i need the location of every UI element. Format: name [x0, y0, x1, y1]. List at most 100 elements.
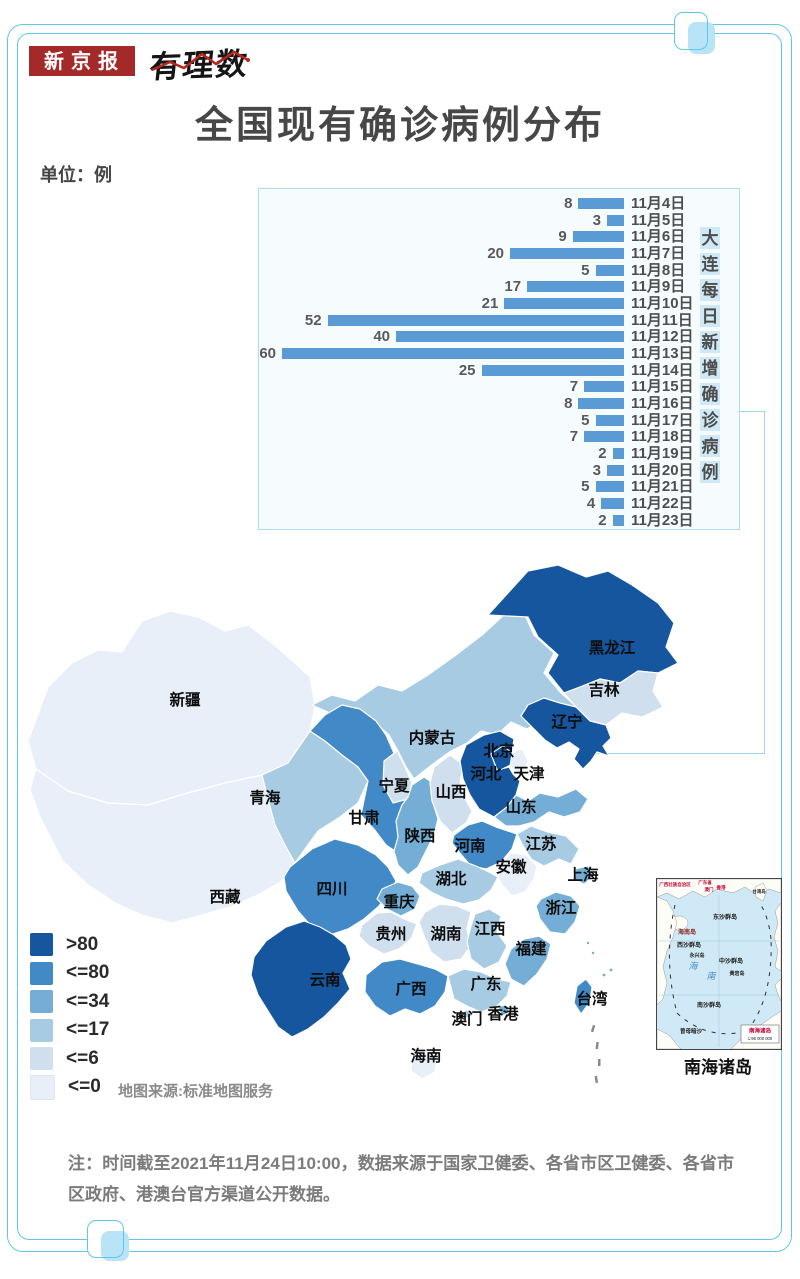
- bar-row: 8 11月16日: [259, 395, 739, 412]
- map-source: 地图来源:标准地图服务: [118, 1083, 273, 1100]
- bar: [396, 331, 624, 343]
- province-label-zj: 浙江: [545, 898, 577, 917]
- bar-date-label: 11月12日: [631, 328, 694, 346]
- province-label-gs: 甘肃: [348, 809, 379, 827]
- inset-coast-north: [656, 878, 782, 900]
- province-label-qh: 青海: [249, 788, 281, 807]
- province-shape-mo: [463, 1009, 473, 1019]
- unit-label: 单位：例: [40, 165, 112, 185]
- outer-frame: [7, 24, 792, 1252]
- province-shape-gd: [447, 968, 512, 1013]
- bar-date-label: 11月18日: [631, 428, 694, 446]
- bar-date-label: 11月6日: [631, 228, 686, 246]
- legend-row: <=17: [30, 1018, 109, 1042]
- chart-title-char: 诊: [700, 409, 720, 431]
- bar: [584, 381, 624, 393]
- bar-value-label: 21: [481, 295, 499, 313]
- province-label-jx: 江西: [474, 920, 505, 938]
- bar-date-label: 11月5日: [631, 211, 686, 229]
- province-label-jl: 吉林: [588, 680, 620, 699]
- bar-row: 8 11月4日: [259, 195, 739, 212]
- legend-swatch: [30, 1047, 53, 1070]
- province-label-xz: 西藏: [209, 887, 241, 906]
- bar-row: 17 11月9日: [259, 278, 739, 295]
- bar-date-label: 11月19日: [631, 445, 694, 463]
- inset-coast-east2: [774, 978, 782, 1002]
- bar-value-label: 4: [586, 495, 596, 513]
- bar: [578, 398, 624, 410]
- legend-label: <=80: [66, 962, 110, 983]
- province-label-yn: 云南: [309, 970, 340, 989]
- legend-label: <=6: [66, 1047, 99, 1069]
- bar: [595, 264, 624, 276]
- bar-date-label: 11月22日: [631, 495, 694, 513]
- province-shape-gz: [358, 911, 418, 955]
- bar-value-label: 17: [504, 278, 522, 296]
- chart-title-char: 增: [700, 357, 720, 379]
- province-shape-hun: [418, 903, 472, 963]
- province-label-js: 江苏: [525, 834, 557, 853]
- map-legend: >80 <=80 <=34 <=17 <=6 <=0: [30, 933, 109, 1104]
- bar: [481, 364, 624, 376]
- province-label-ln: 辽宁: [551, 712, 582, 731]
- province-shape-sh: [574, 865, 594, 885]
- bar: [510, 248, 624, 259]
- province-label-sd: 山东: [505, 797, 536, 816]
- inset-sea-label: 永兴岛: [688, 952, 704, 959]
- province-shape-tj: [509, 748, 529, 776]
- bar-value-label: 40: [373, 328, 390, 346]
- legend-swatch: [30, 1074, 55, 1100]
- brand-logo: 新京报: [29, 46, 135, 76]
- inset-coast-label: 台湾岛: [752, 888, 766, 895]
- province-shape-heb: [459, 730, 521, 818]
- province-label-hen: 河南: [454, 836, 485, 855]
- chart-title-char: 确: [700, 383, 720, 405]
- bar-date-label: 11月11日: [631, 311, 693, 329]
- province-shape-fj: [504, 935, 552, 987]
- legend-row: >80: [30, 933, 109, 956]
- bar-value-label: 25: [458, 361, 476, 379]
- legend-row: <=0: [30, 1074, 109, 1100]
- province-label-ah: 安徽: [495, 857, 527, 876]
- bar-value-label: 20: [487, 245, 504, 262]
- inset-sea-name: 南: [706, 971, 717, 981]
- connector-line: [763, 411, 765, 754]
- bar-date-label: 11月16日: [631, 395, 694, 413]
- bar-value-label: 52: [304, 311, 322, 329]
- frame-deco-top-outline: [674, 12, 708, 50]
- bar-date-label: 11月4日: [631, 195, 686, 212]
- province-shape-yn: [250, 920, 352, 1038]
- connector-line: [740, 411, 765, 412]
- province-shape-ah: [496, 852, 538, 897]
- bar-value-label: 8: [564, 195, 573, 212]
- footnote: 注：时间截至2021年11月24日10:00，数据来源于国家卫健委、各省市区卫健…: [68, 1154, 734, 1204]
- bar-row: 25 11月14日: [259, 362, 739, 379]
- chart-title-char: 新: [700, 331, 720, 353]
- province-label-gd: 广东: [470, 974, 501, 993]
- bar: [282, 348, 624, 360]
- province-shape-zj: [535, 891, 581, 935]
- inset-coast-label: 澳门: [705, 886, 714, 893]
- inset-coast-sw: [656, 1028, 682, 1050]
- province-label-sh: 上海: [567, 865, 599, 884]
- province-label-hk: 香港: [487, 1004, 519, 1023]
- bar-value-label: 2: [598, 511, 607, 529]
- chart-vertical-title: 大连每日新增确诊病例: [700, 227, 720, 483]
- inset-scale-box: [740, 1024, 780, 1044]
- inset-coast-label: 广东省: [698, 879, 712, 886]
- legend-label: <=34: [66, 990, 110, 1012]
- inset-coast-label: 香港: [716, 884, 726, 891]
- chart-title-char: 大: [700, 227, 720, 249]
- chart-title-char: 连: [700, 253, 720, 275]
- bar: [527, 281, 624, 293]
- province-label-nx: 宁夏: [378, 776, 410, 795]
- legend-swatch: [30, 961, 53, 985]
- bar-value-label: 60: [259, 345, 276, 363]
- bar-row: 3 11月20日: [259, 462, 739, 479]
- province-label-hlj: 黑龙江: [589, 638, 636, 657]
- inset-scale-title: 南海诸岛: [749, 1027, 772, 1035]
- bar-value-label: 5: [581, 411, 590, 429]
- bar-value-label: 8: [564, 395, 573, 413]
